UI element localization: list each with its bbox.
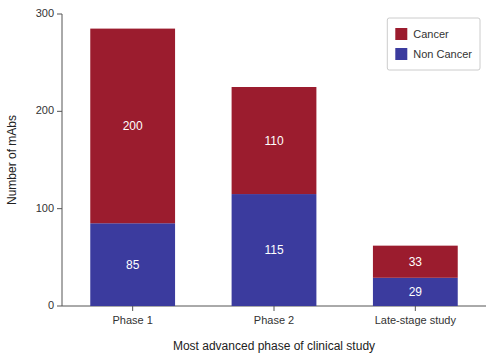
- axes: 0 100 200 300 Phase 1 Phase 2 Late-stage study: [36, 7, 486, 326]
- chart-svg: 0 100 200 300 Phase 1 Phase 2 Late-stage study…: [0, 0, 500, 362]
- x-tick: [415, 306, 416, 311]
- x-tick-label: Phase 1: [112, 314, 152, 326]
- x-tick: [132, 306, 133, 311]
- data-label: 29: [409, 285, 423, 299]
- data-labels: 85 115 29 200 110 33: [123, 119, 423, 299]
- y-tick: [57, 208, 62, 209]
- bar-segment: [90, 223, 175, 306]
- bar-segment: [373, 246, 458, 278]
- bar-segment: [232, 194, 317, 306]
- y-tick: [57, 111, 62, 112]
- y-tick-label: 200: [36, 104, 54, 116]
- legend-items: Cancer Non Cancer: [395, 28, 472, 60]
- x-tick-label: Phase 2: [254, 314, 294, 326]
- x-tick-label: Late-stage study: [375, 314, 457, 326]
- data-label: 33: [409, 255, 423, 269]
- y-tick-label: 300: [36, 7, 54, 19]
- x-tick: [274, 306, 275, 311]
- y-tick: [57, 306, 62, 307]
- bar-segment: [232, 87, 317, 194]
- chart-container: 0 100 200 300 Phase 1 Phase 2 Late-stage study…: [0, 0, 500, 362]
- legend-label: Cancer: [413, 28, 449, 40]
- bar-segment: [373, 278, 458, 306]
- y-axis-title: Number of mAbs: [5, 115, 19, 205]
- data-label: 110: [264, 134, 283, 148]
- y-axis-line: [62, 14, 63, 306]
- y-tick: [57, 14, 62, 15]
- data-label: 115: [264, 243, 283, 257]
- data-label: 85: [126, 258, 140, 272]
- data-label: 200: [123, 119, 143, 133]
- y-tick-label: 0: [48, 299, 54, 311]
- x-axis-title: Most advanced phase of clinical study: [173, 339, 375, 353]
- legend-swatch: [395, 48, 407, 60]
- legend-box: [387, 18, 480, 70]
- y-tick-label: 100: [36, 202, 54, 214]
- legend-label: Non Cancer: [413, 48, 472, 60]
- bar-segment: [90, 29, 175, 224]
- legend-swatch: [395, 28, 407, 40]
- legend: Cancer Non Cancer: [387, 18, 480, 70]
